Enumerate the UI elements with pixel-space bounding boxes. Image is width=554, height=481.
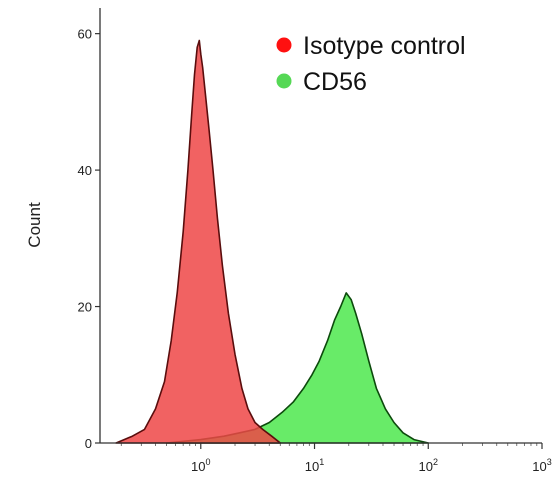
x-tick-label: 100 <box>191 457 210 474</box>
x-tick-base: 10 <box>191 459 205 474</box>
legend-label: CD56 <box>303 68 367 96</box>
legend-marker <box>276 37 292 53</box>
series-layer <box>115 39 430 444</box>
legend: Isotype control CD56 <box>276 32 466 96</box>
y-tick-label: 20 <box>78 300 92 315</box>
x-tick-base: 10 <box>305 459 319 474</box>
x-tick-label: 102 <box>419 457 438 474</box>
x-tick-label: 101 <box>305 457 324 474</box>
x-tick-exponent: 0 <box>206 457 211 467</box>
x-tick-exponent: 1 <box>319 457 324 467</box>
x-tick-base: 10 <box>419 459 433 474</box>
x-tick-exponent: 3 <box>547 457 552 467</box>
y-axis-label: Count <box>25 202 44 248</box>
x-tick-base: 10 <box>532 459 546 474</box>
y-tick-label: 40 <box>78 163 92 178</box>
legend-label: Isotype control <box>303 32 466 60</box>
x-tick-exponent: 2 <box>433 457 438 467</box>
y-tick-label: 0 <box>85 436 92 451</box>
series-area-isotype-control <box>115 39 282 444</box>
legend-marker <box>276 73 292 89</box>
x-tick-label: 103 <box>532 457 551 474</box>
y-tick-label: 60 <box>78 27 92 42</box>
